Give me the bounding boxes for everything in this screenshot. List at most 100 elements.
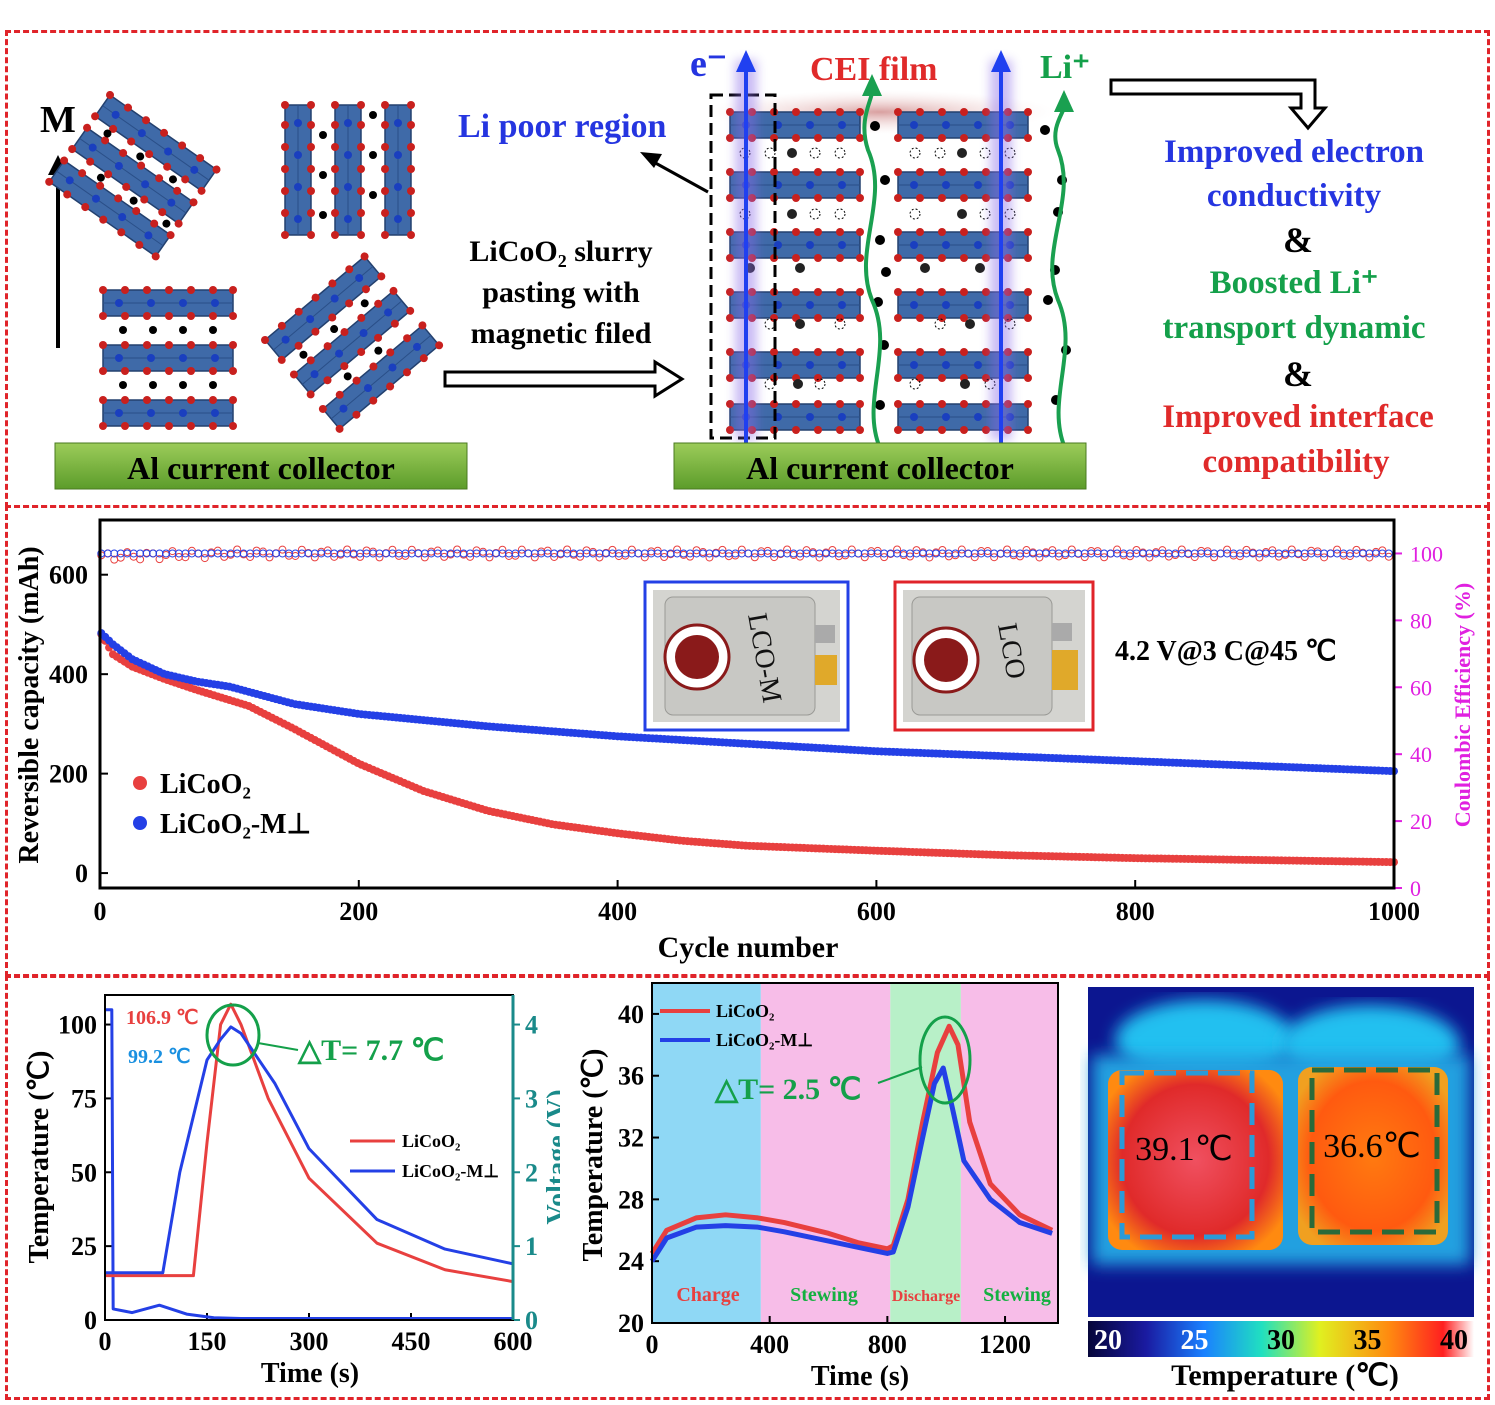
ce-point bbox=[1229, 549, 1238, 558]
thermal-xtick-label: 150 bbox=[188, 1327, 227, 1356]
m-axis-label: M bbox=[40, 99, 76, 141]
ce-point bbox=[983, 549, 992, 558]
thermal-cell-left bbox=[1108, 1070, 1283, 1250]
ce-point bbox=[1003, 549, 1012, 558]
ce-point bbox=[1384, 552, 1393, 561]
ce-point bbox=[873, 549, 882, 558]
ce-point bbox=[970, 549, 979, 558]
cycling-temperature-chart: 0 400 800 1200 20 24 28 32 36 40 Time (s) Tempera… bbox=[578, 982, 1059, 1392]
benefit-arrow bbox=[1109, 78, 1329, 131]
ce-point bbox=[550, 549, 559, 558]
ce-point bbox=[906, 552, 915, 561]
ce-point bbox=[362, 549, 371, 558]
ce-point bbox=[310, 549, 319, 558]
cycle-temp-curve-licoo2-m bbox=[649, 1065, 1053, 1263]
peak-licoo2-label: 106.9 ℃ bbox=[126, 1007, 198, 1029]
ce-point bbox=[1061, 549, 1070, 558]
cycling-xtick-label: 600 bbox=[857, 897, 896, 926]
capacity-series-licoo2-m bbox=[97, 629, 1398, 776]
ce-point bbox=[330, 549, 339, 558]
cycle-temp-ytick-label: 20 bbox=[618, 1309, 644, 1338]
photo-lco-m: LCO-M bbox=[643, 580, 850, 732]
ce-point bbox=[1190, 549, 1199, 558]
ce-point bbox=[498, 545, 507, 554]
li-path-right bbox=[1050, 107, 1068, 449]
ce-point bbox=[1255, 553, 1264, 562]
ce-point bbox=[828, 549, 837, 558]
cycling-ytick-label: 0 bbox=[75, 859, 88, 888]
ce-point bbox=[906, 549, 915, 558]
ce-point bbox=[821, 549, 830, 558]
electron-path-right-head bbox=[991, 50, 1011, 72]
ce-point bbox=[686, 549, 695, 558]
ce-point bbox=[724, 549, 733, 558]
test-condition: 4.2 V@3 C@45 ℃ bbox=[1115, 636, 1336, 667]
process-line3: magnetic filed bbox=[471, 317, 652, 350]
bottom-panel bbox=[5, 975, 1490, 1400]
ce-point bbox=[1326, 549, 1335, 558]
electron-label: e⁻ bbox=[690, 43, 727, 85]
ce-point bbox=[1210, 553, 1219, 562]
region-charge: Charge bbox=[676, 1284, 739, 1306]
ce-point bbox=[278, 545, 287, 554]
benefit3-line2: compatibility bbox=[1203, 444, 1390, 480]
ce-point bbox=[213, 549, 222, 558]
ce-point bbox=[1268, 549, 1277, 558]
ce-point bbox=[796, 549, 805, 558]
ce-point bbox=[1048, 549, 1057, 558]
ce-point bbox=[1352, 549, 1361, 558]
ce-point bbox=[136, 549, 145, 558]
ce-point bbox=[1371, 549, 1380, 558]
cycling-y2tick-label: 100 bbox=[1410, 541, 1443, 566]
ce-point bbox=[1035, 553, 1044, 562]
ce-point bbox=[407, 549, 416, 558]
ce-point bbox=[466, 552, 475, 561]
ce-point bbox=[161, 551, 170, 560]
li-poor-pointer-head bbox=[640, 152, 662, 168]
ce-point bbox=[1365, 549, 1374, 558]
thermal-xtick-label: 300 bbox=[290, 1327, 329, 1356]
ce-point bbox=[1016, 549, 1025, 558]
ce-point bbox=[1164, 549, 1173, 558]
ce-point bbox=[1061, 551, 1070, 560]
ce-point bbox=[563, 549, 572, 558]
ce-point bbox=[640, 549, 649, 558]
voltage-curve bbox=[105, 1008, 513, 1321]
legend-licoo2-m-marker bbox=[133, 816, 147, 830]
ce-point bbox=[498, 549, 507, 558]
ce-point bbox=[517, 549, 526, 558]
region-bg-stewing-2 bbox=[960, 983, 1058, 1323]
ce-point bbox=[213, 546, 222, 555]
cycling-y2tick-label: 40 bbox=[1410, 742, 1432, 767]
ce-point bbox=[957, 549, 966, 558]
ce-point bbox=[899, 549, 908, 558]
peak-highlight-circle bbox=[205, 1003, 261, 1067]
thermal-ytick-label: 100 bbox=[58, 1011, 97, 1040]
ce-point bbox=[705, 553, 714, 562]
process-line2: pasting with bbox=[482, 276, 640, 309]
ce-point bbox=[1171, 549, 1180, 558]
thermal-xlabel: Temperature (℃) bbox=[1171, 1359, 1399, 1392]
cycle-legend-licoo2: LiCoO₂ bbox=[716, 1001, 774, 1021]
ce-point bbox=[595, 549, 604, 558]
ce-point bbox=[860, 549, 869, 558]
ce-point bbox=[880, 549, 889, 558]
ce-point bbox=[1080, 553, 1089, 562]
al-collector-right-label: Al current collector bbox=[746, 450, 1014, 486]
ce-point bbox=[673, 549, 682, 558]
ce-point bbox=[1100, 553, 1109, 562]
thermal-ytick-label: 0 bbox=[84, 1306, 97, 1335]
ce-point bbox=[1035, 549, 1044, 558]
ce-point bbox=[783, 545, 792, 554]
ce-point bbox=[731, 549, 740, 558]
ce-point bbox=[375, 553, 384, 562]
ce-point bbox=[815, 553, 824, 562]
ce-point bbox=[744, 549, 753, 558]
ce-point bbox=[1177, 549, 1186, 558]
ce-point bbox=[679, 549, 688, 558]
ce-point bbox=[1203, 549, 1212, 558]
thermal-legend-licoo2-m: LiCoO₂-M⊥ bbox=[402, 1161, 499, 1181]
ce-point bbox=[375, 549, 384, 558]
colorbar-tick-label: 20 bbox=[1094, 1325, 1122, 1356]
thermal-box-left bbox=[1119, 1070, 1255, 1240]
